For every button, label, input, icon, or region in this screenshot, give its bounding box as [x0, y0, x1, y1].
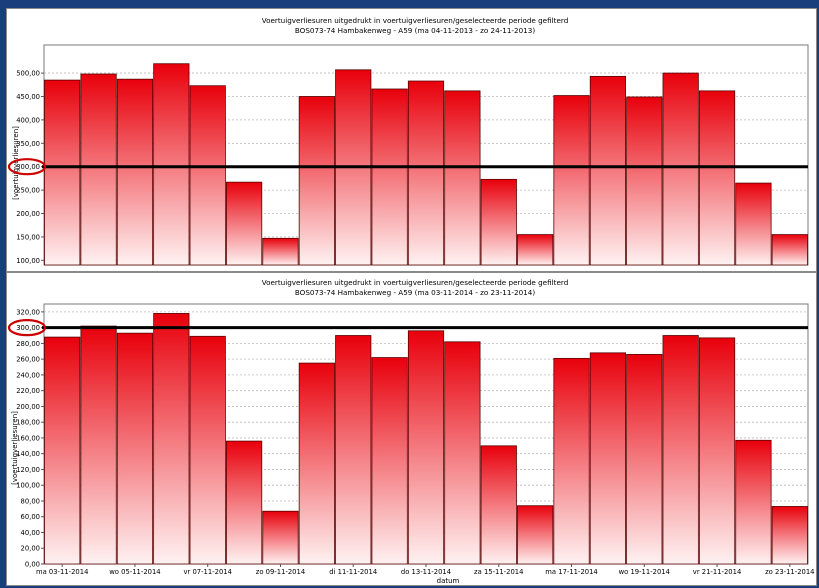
- y-tick-label: 80,00: [21, 497, 40, 505]
- bar: [298, 96, 335, 266]
- y-tick-label: 100,00: [16, 482, 40, 490]
- bar: [589, 75, 626, 266]
- y-tick-label: 400,00: [16, 116, 40, 124]
- bar: [189, 85, 226, 266]
- y-tick-label: 40,00: [21, 529, 40, 537]
- bar: [771, 506, 808, 565]
- y-tick-label: 20,00: [21, 545, 40, 553]
- y-tick-label: 200,00: [16, 210, 40, 218]
- bar: [189, 335, 226, 565]
- chart-2014: Voertuigverliesuren uitgedrukt in voertu…: [7, 278, 815, 585]
- x-tick-label: zo 09-11-2014: [256, 568, 305, 576]
- bar: [153, 313, 190, 565]
- y-tick-label: 120,00: [16, 466, 40, 474]
- bar: [116, 78, 154, 266]
- x-tick-label: do 13-11-2014: [401, 568, 451, 576]
- y-tick-label: 200,00: [16, 403, 40, 411]
- bar: [517, 505, 554, 565]
- y-tick-label: 180,00: [16, 419, 40, 427]
- y-tick-label: 60,00: [21, 513, 40, 521]
- bar: [153, 63, 190, 266]
- bar: [371, 88, 408, 266]
- chart-panel-2014: Voertuigverliesuren uitgedrukt in voertu…: [6, 272, 817, 586]
- bar: [553, 95, 590, 266]
- bar: [407, 80, 445, 266]
- bar: [262, 510, 299, 565]
- y-tick-label: 100,00: [16, 257, 40, 265]
- bar: [662, 335, 699, 565]
- y-tick-label: 500,00: [16, 70, 40, 78]
- y-tick-label: 140,00: [16, 450, 40, 458]
- bar: [480, 445, 517, 565]
- y-tick-label: 320,00: [16, 308, 40, 316]
- y-tick-label: 300,00: [16, 324, 40, 332]
- bar: [371, 357, 408, 565]
- bar: [553, 357, 590, 565]
- y-tick-label: 260,00: [16, 356, 40, 364]
- x-axis-label: datum: [437, 577, 460, 585]
- y-tick-label: 300,00: [16, 163, 40, 171]
- bar: [444, 341, 481, 565]
- bar: [226, 440, 263, 565]
- y-tick-label: 0,00: [25, 561, 40, 569]
- bar: [80, 325, 117, 565]
- bar: [626, 354, 663, 565]
- x-tick-label: za 15-11-2014: [474, 568, 523, 576]
- bar: [262, 237, 299, 266]
- bar: [735, 439, 772, 565]
- bar: [698, 337, 736, 565]
- chart-subtitle: BOS073-74 Hambakenweg - A59 (ma 04-11-20…: [295, 26, 535, 35]
- y-axis-label: [voertuigverliesuren]: [11, 411, 19, 485]
- bar: [335, 335, 372, 565]
- chart-subtitle: BOS073-74 Hambakenweg - A59 (ma 03-11-20…: [295, 288, 535, 297]
- x-tick-label: di 11-11-2014: [329, 568, 377, 576]
- y-tick-label: 250,00: [16, 187, 40, 195]
- bar: [226, 181, 263, 266]
- y-tick-label: 240,00: [16, 371, 40, 379]
- chart-panel-2013: Voertuigverliesuren uitgedrukt in voertu…: [6, 8, 817, 272]
- x-tick-label: ma 17-11-2014: [545, 568, 597, 576]
- bar: [698, 90, 736, 266]
- bar: [44, 336, 81, 565]
- bar: [44, 79, 81, 266]
- y-tick-label: 160,00: [16, 434, 40, 442]
- bar: [80, 73, 117, 266]
- x-tick-label: vr 07-11-2014: [183, 568, 231, 576]
- bar: [298, 362, 335, 565]
- bar: [480, 178, 517, 266]
- chart-title: Voertuigverliesuren uitgedrukt in voertu…: [262, 278, 569, 287]
- y-tick-label: 280,00: [16, 340, 40, 348]
- chart-2013: Voertuigverliesuren uitgedrukt in voertu…: [7, 16, 809, 266]
- x-tick-label: wo 19-11-2014: [619, 568, 670, 576]
- y-axis-label: [voertuigverliesuren]: [12, 126, 20, 200]
- bar: [626, 96, 663, 266]
- x-tick-label: wo 05-11-2014: [109, 568, 160, 576]
- y-tick-label: 450,00: [16, 93, 40, 101]
- x-tick-label: zo 23-11-2014: [765, 568, 814, 576]
- bar: [771, 234, 808, 266]
- threshold-highlight-circle: [7, 319, 47, 337]
- bar: [662, 72, 699, 266]
- y-tick-label: 220,00: [16, 387, 40, 395]
- x-tick-label: vr 21-11-2014: [693, 568, 741, 576]
- bar: [517, 234, 554, 266]
- chart-title: Voertuigverliesuren uitgedrukt in voertu…: [262, 16, 569, 25]
- bar: [116, 332, 154, 565]
- bar: [444, 90, 481, 266]
- bar: [407, 330, 445, 565]
- y-tick-label: 150,00: [16, 233, 40, 241]
- bar: [589, 352, 626, 565]
- x-tick-label: ma 03-11-2014: [36, 568, 88, 576]
- y-tick-label: 350,00: [16, 140, 40, 148]
- threshold-highlight-circle: [7, 158, 47, 176]
- bar: [735, 182, 772, 266]
